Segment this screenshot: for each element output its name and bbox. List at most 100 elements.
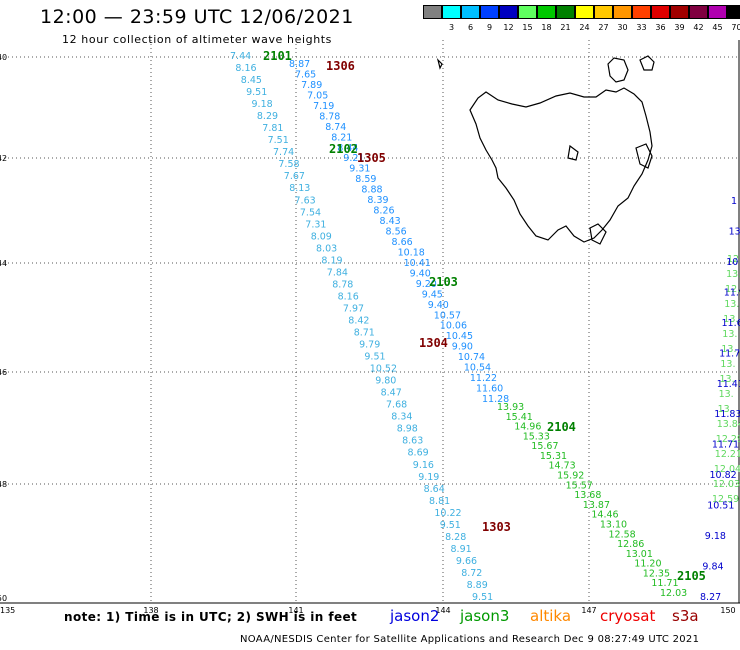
map-title: 12:00 — 23:59 UTC 12/06/2021 — [40, 6, 354, 28]
wave-height-value: 11.41 — [717, 379, 740, 390]
wave-height-value: 12.03 — [713, 479, 740, 490]
wave-height-value: 9.18 — [252, 99, 273, 110]
plot-frame — [0, 40, 740, 604]
map-subtitle: 12 hour collection of altimeter wave hei… — [62, 33, 333, 46]
satellite-name-jason2: jason2 — [390, 607, 440, 625]
wave-height-value: 12.03 — [660, 588, 687, 599]
wave-height-value: 7.05 — [307, 90, 328, 101]
wave-height-value: 8.69 — [408, 448, 429, 459]
wave-height-value: 8.34 — [391, 412, 412, 423]
colorbar-swatch — [708, 5, 727, 19]
longitude-label: 135 — [0, 606, 15, 615]
wave-height-value: 8.81 — [429, 496, 450, 507]
wave-height-value: 8.64 — [424, 484, 445, 495]
wave-height-value: 8.09 — [311, 231, 332, 242]
colorbar-tick-label: 42 — [693, 23, 704, 32]
colorbar-swatch — [537, 5, 556, 19]
wave-height-value: 9.51 — [440, 520, 461, 531]
wave-height-value: 8.13 — [289, 183, 310, 194]
wave-height-value: 10.22 — [434, 508, 461, 519]
colorbar-tick-label: 6 — [467, 23, 474, 32]
wave-height-value: 13. — [720, 359, 735, 370]
wave-height-value: 8.16 — [235, 63, 256, 74]
units-note: note: 1) Time is in UTC; 2) SWH is in fe… — [64, 610, 358, 624]
wave-height-value: 8.26 — [373, 206, 394, 217]
colorbar-tick-label: 36 — [655, 23, 666, 32]
wave-height-value: 12.35 — [643, 568, 670, 579]
credit-line: NOAA/NESDIS Center for Satellite Applica… — [240, 634, 700, 645]
colorbar-swatch — [499, 5, 518, 19]
wave-height-value: 7.63 — [295, 195, 316, 206]
colorbar-tick-label: 33 — [636, 23, 647, 32]
pass-number-label: 2104 — [547, 420, 576, 434]
colorbar-tick-label: 39 — [674, 23, 685, 32]
longitude-label: 138 — [143, 606, 158, 615]
wave-height-value: 8.63 — [402, 436, 423, 447]
wave-height-value: 7.67 — [284, 171, 305, 182]
wave-height-value: 10.82 — [710, 470, 737, 481]
wave-height-value: 15.31 — [540, 451, 567, 462]
wave-height-value: 13. — [726, 269, 740, 280]
wave-height-value: 7.58 — [278, 159, 299, 170]
wave-height-value: 9.40 — [410, 268, 431, 279]
wave-height-value: 8.56 — [386, 227, 407, 238]
wave-height-value: 8.66 — [392, 237, 413, 248]
satellite-name-altika: altika — [530, 607, 572, 625]
pass-number-label: 2103 — [429, 275, 458, 289]
wave-height-value: 14.46 — [591, 510, 618, 521]
wave-height-value: 13.10 — [600, 520, 627, 531]
wave-height-value: 7.65 — [295, 70, 316, 81]
wave-height-value: 7.31 — [305, 219, 326, 230]
wave-height-value: 12.58 — [609, 529, 636, 540]
colorbar-swatch — [613, 5, 632, 19]
pass-number-label: 2102 — [329, 142, 358, 156]
wave-height-value: 8.78 — [332, 279, 353, 290]
wave-height-value: 9.45 — [422, 289, 443, 300]
wave-height-value: 8.59 — [355, 174, 376, 185]
wave-height-value: 8.03 — [316, 243, 337, 254]
wave-height-value: 9.90 — [452, 342, 473, 353]
wave-height-value: 10 — [726, 257, 738, 268]
colorbar-tick-label: 27 — [598, 23, 609, 32]
latitude-label: -42 — [0, 154, 7, 163]
colorbar-tick-label: 3 — [448, 23, 455, 32]
colorbar-tick-label: 70 — [731, 23, 740, 32]
wave-height-value: 9.16 — [413, 460, 434, 471]
wave-height-value: 8.74 — [325, 122, 346, 133]
wave-height-value: 15.41 — [506, 412, 533, 423]
wave-height-value: 9.21 — [343, 153, 364, 164]
track-layer: 7.448.168.459.519.188.297.817.517.747.58… — [230, 51, 740, 603]
satellite-name-s3a: s3a — [672, 607, 699, 625]
wave-height-value: 10.57 — [434, 310, 461, 321]
wave-height-value: 9.51 — [472, 592, 493, 603]
wave-height-value: 10.41 — [404, 258, 431, 269]
wave-height-value: 10.45 — [446, 331, 473, 342]
colorbar-swatch — [518, 5, 537, 19]
colorbar-tick-label: 24 — [579, 23, 590, 32]
wave-height-value: 7.68 — [386, 400, 407, 411]
colorbar-swatch — [670, 5, 689, 19]
wave-height-value: 10.06 — [440, 321, 467, 332]
wave-height-value: 13.01 — [626, 549, 653, 560]
latitude-label: -44 — [0, 259, 7, 268]
wave-height-value: 13.84 — [717, 419, 740, 430]
colorbar-swatch — [594, 5, 613, 19]
wave-height-value: 8.71 — [354, 328, 375, 339]
colorbar-swatch — [689, 5, 708, 19]
longitude-label: 144 — [435, 606, 450, 615]
wave-height-value: 7.51 — [268, 135, 289, 146]
wave-height-value: 11.22 — [470, 373, 497, 384]
wave-height-value: 8.27 — [700, 592, 721, 603]
wave-height-value: 8.72 — [461, 568, 482, 579]
wave-height-value: 10.54 — [464, 363, 491, 374]
wave-height-value: 12.04 — [714, 464, 740, 475]
wave-height-value: 11.60 — [476, 384, 503, 395]
wave-height-value: 7.84 — [327, 267, 348, 278]
colorbar-swatch — [423, 5, 442, 19]
wave-height-value: 9.66 — [456, 556, 477, 567]
wave-height-value: 13.93 — [497, 402, 524, 413]
wave-height-value: 7.44 — [230, 51, 251, 62]
satellite-name-jason3: jason3 — [460, 607, 510, 625]
